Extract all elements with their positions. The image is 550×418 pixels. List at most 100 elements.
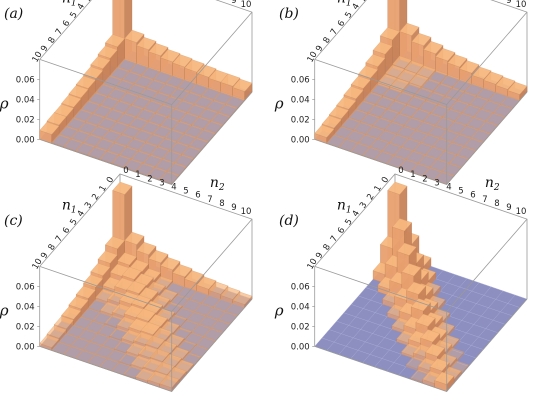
n1-tick-label: 9 <box>39 251 50 261</box>
bar-n1-8-n2-7 <box>138 141 158 156</box>
bar-n1-8-n2-1 <box>66 117 86 132</box>
rho-tick-label: 0.00 <box>16 135 35 145</box>
chart-panel-4: 0 1 2 3 4 5 6 7 8 9 100123456789100.000.020.040.06… <box>274 166 528 392</box>
bar-n1-1-n2-3 <box>141 66 161 81</box>
n1-tick-label: 6 <box>336 19 347 29</box>
bar-n1-2-n2-5 <box>157 83 178 98</box>
bar-n1-10-n2-6 <box>111 154 132 169</box>
bar-n1-1-n2-6 <box>177 78 197 93</box>
bar-n1-5-n2-5 <box>135 108 156 123</box>
bar-n1-6-n2-5 <box>128 116 149 131</box>
rho-tick-label: 0.04 <box>291 302 310 312</box>
n2-tick-label: 8 <box>219 0 224 2</box>
bar-n1-9-n2-2 <box>70 129 91 144</box>
bar-n1-3-n2-5 <box>150 91 171 106</box>
n2-tick-label: 10 <box>241 207 252 217</box>
chart-panel-1: 0123456789100123456789100.000.020.040.06… <box>0 0 253 185</box>
bar-n1-9-n2-7 <box>130 150 151 165</box>
n1-axis-subscript: 1 <box>346 0 352 9</box>
bar-n1-5-n2-8 <box>171 120 192 135</box>
n2-tick-label: 2 <box>147 174 152 184</box>
bar-n1-3-n2-4 <box>138 87 159 102</box>
n2-tick-label: 8 <box>219 199 224 209</box>
n1-tick-label: 3 <box>83 0 94 3</box>
n2-tick-label: 1 <box>410 170 415 180</box>
n1-tick-label: 6 <box>61 19 72 29</box>
n1-axis-label: n1 <box>62 0 77 9</box>
n2-tick-label: 9 <box>506 0 511 6</box>
rho-tick-label: 0.06 <box>16 75 35 85</box>
panel-label: (c) <box>4 213 23 229</box>
n1-tick-label: 4 <box>351 2 362 12</box>
n1-axis-subscript: 1 <box>71 0 77 9</box>
panel-label: (a) <box>4 6 23 22</box>
bar-n1-6-n2-2 <box>92 104 113 119</box>
n2-tick-label: 1 <box>135 170 140 180</box>
n1-tick-label: 9 <box>39 44 50 54</box>
n2-tick-label: 10 <box>516 207 527 217</box>
chart-panel-2: 0123456789100123456789100.000.020.040.06… <box>274 0 528 185</box>
bar-layer <box>314 0 528 185</box>
bar-n1-1-n2-1 <box>117 58 137 73</box>
bar-n1-4-n2-5 <box>143 99 164 115</box>
bar-n1-5-n2-2 <box>99 96 120 111</box>
rho-tick-label: 0.06 <box>291 282 310 292</box>
n1-tick-label: 10 <box>31 257 45 271</box>
n1-tick-label: 9 <box>314 251 325 261</box>
n1-tick-label: 1 <box>373 184 384 194</box>
n2-tick-label: 7 <box>482 195 487 205</box>
bar-n1-6-n2-4 <box>116 112 137 127</box>
bar-n1-3-n2-9 <box>198 107 219 123</box>
bar-n1-10-n2-1 <box>51 133 72 149</box>
n2-tick-label: 9 <box>231 0 236 6</box>
rho-tick-label: 0.02 <box>16 322 35 332</box>
bar-n1-6-n2-6 <box>140 120 161 135</box>
n1-tick-label: 2 <box>365 192 376 202</box>
n2-tick-label: 0 <box>398 166 403 176</box>
n1-tick-label: 5 <box>68 217 79 227</box>
n1-tick-label: 5 <box>343 10 354 20</box>
n2-tick-label: 0 <box>123 166 128 176</box>
n1-tick-label: 4 <box>76 209 87 219</box>
bar-n1-8-n2-8 <box>150 145 170 160</box>
bar-n1-5-n2-7 <box>159 116 180 131</box>
n1-tick-label: 4 <box>351 209 362 219</box>
n1-axis-subscript: 1 <box>346 206 352 216</box>
bar-n1-2-n2-4 <box>145 79 166 94</box>
rho-axis-label: ρ <box>0 301 9 319</box>
bar-n1-2-n2-3 <box>133 74 154 90</box>
bar-n1-0-n2-10 <box>232 78 253 101</box>
n1-tick-label: 10 <box>31 50 45 64</box>
bar-n1-1-n2-2 <box>129 62 149 77</box>
rho-tick-label: 0.04 <box>16 302 35 312</box>
n1-tick-label: 10 <box>306 257 320 271</box>
n2-tick-label: 4 <box>171 182 176 192</box>
n1-tick-label: 0 <box>380 175 391 185</box>
rho-tick-label: 0.02 <box>291 322 310 332</box>
n1-tick-label: 0 <box>105 175 116 185</box>
bar-layer <box>372 181 469 392</box>
rho-tick-label: 0.02 <box>16 115 35 125</box>
n2-tick-label: 4 <box>446 182 451 192</box>
n1-tick-label: 2 <box>90 192 101 202</box>
n1-tick-label: 8 <box>322 36 333 46</box>
n1-tick-label: 6 <box>336 226 347 236</box>
bar-n1-0-n2-1 <box>124 29 145 65</box>
n1-tick-label: 8 <box>47 36 58 46</box>
n2-axis-subscript: 2 <box>218 183 225 193</box>
bar-n1-6-n2-4 <box>391 112 412 127</box>
bar-n1-10-n2-5 <box>99 150 120 165</box>
bar-n1-0-n2-10 <box>507 81 528 101</box>
chart-panel-3: 0 1 2 3 4 5 6 7 8 9 100123456789100.000.020.040.06… <box>0 166 253 392</box>
bar-n1-6-n2-8 <box>164 129 185 144</box>
n1-tick-label: 9 <box>314 44 325 54</box>
n1-tick-label: 3 <box>358 201 369 211</box>
n2-axis-label: n2 <box>485 175 500 193</box>
bar-layer <box>39 0 253 185</box>
n2-tick-label: 9 <box>506 203 511 213</box>
n2-tick-label: 5 <box>458 187 463 197</box>
n1-axis-label: n1 <box>337 198 352 216</box>
rho-axis-label: ρ <box>274 301 284 319</box>
n1-axis-label: n1 <box>62 198 77 216</box>
rho-tick-label: 0.02 <box>291 115 310 125</box>
